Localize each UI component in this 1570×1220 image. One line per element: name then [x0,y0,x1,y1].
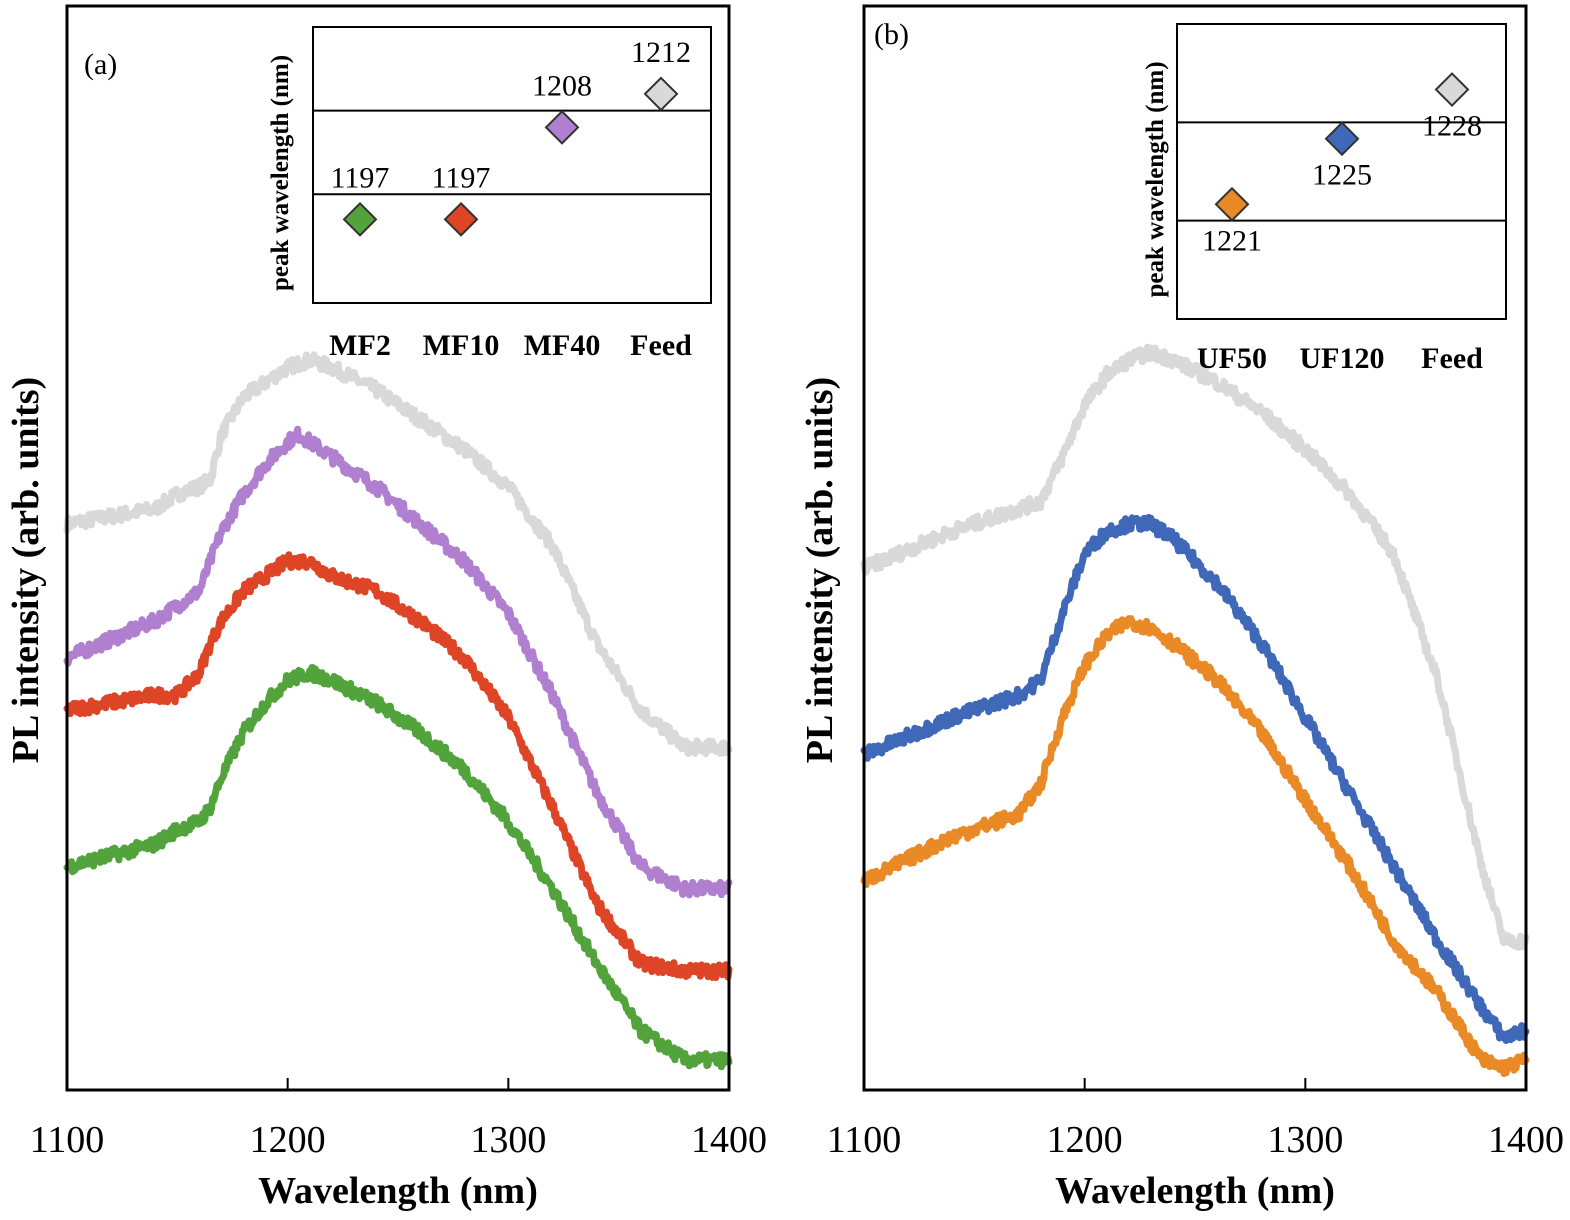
x-tick-label-1100: 1100 [827,1119,902,1161]
series-line-mf40 [63,425,733,899]
inset-marker-mf2 [342,201,378,237]
series-line-mf2 [63,664,733,1071]
panel-b: 1100 1200 1300 1400 Wavelength (nm) PL intens… [799,4,1564,1212]
inset-marker-feed [643,76,679,112]
inset-category-label-feed: Feed [1421,342,1483,375]
inset-category-label-uf120: UF120 [1300,342,1385,375]
inset-category-label-mf10: MF10 [423,329,500,362]
inset-marker-uf120 [1324,121,1360,157]
inset-value-label-uf120: 1225 [1312,159,1372,192]
inset-y-axis-label: peak wavelength (nm) [267,55,294,291]
inset-value-label-feed: 1228 [1422,110,1482,143]
x-tick-label-1100: 1100 [30,1119,105,1161]
inset-category-label-uf50: UF50 [1197,342,1267,375]
x-axis-label: Wavelength (nm) [1055,1170,1335,1212]
inset: peak wavelength (nm) 1197 MF2 1197 MF10 1208 M… [267,26,712,362]
inset-marker-uf50 [1214,186,1250,222]
x-tick-label-1200: 1200 [1047,1119,1123,1161]
series-line-feed [63,351,733,758]
series-line-uf50 [860,615,1530,1077]
inset-value-label-mf2: 1197 [331,161,390,194]
inset-marker-feed [1434,72,1470,107]
series-uf120 [860,513,1530,1044]
series-mf2 [63,664,733,1071]
inset-value-label-uf50: 1221 [1202,224,1262,257]
x-tick-label-1300: 1300 [470,1119,546,1161]
series-line-feed [860,343,1530,951]
series-feed [860,343,1530,951]
x-tick-label-1200: 1200 [250,1119,326,1161]
series-uf50 [860,615,1530,1077]
inset-value-label-mf10: 1197 [432,161,491,194]
plot-frame [862,4,1528,1092]
series-line-uf120 [860,513,1530,1044]
inset-y-axis-label: peak wavelength (nm) [1142,61,1169,297]
inset-category-label-mf40: MF40 [524,329,601,362]
panel-label: (b) [874,18,909,51]
panel-label: (a) [84,48,117,81]
x-tick-label-1300: 1300 [1267,1119,1343,1161]
series-feed [63,351,733,758]
x-axis-label: Wavelength (nm) [258,1170,538,1212]
inset: peak wavelength (nm) 1221 UF50 1225 UF120 122… [1142,23,1507,375]
x-tick-label-1400: 1400 [691,1119,767,1161]
series-mf40 [63,425,733,899]
inset-frame [312,26,712,304]
inset-value-label-mf40: 1208 [532,69,592,102]
series-mf10 [63,551,733,981]
inset-category-label-feed: Feed [630,329,692,362]
x-tick-label-1400: 1400 [1488,1119,1564,1161]
inset-value-label-feed: 1212 [631,36,691,69]
inset-marker-mf40 [544,109,580,145]
y-axis-label: PL intensity (arb. units) [799,377,841,763]
inset-marker-mf10 [443,201,479,237]
series-line-mf10 [63,551,733,981]
plot-frame [65,4,731,1092]
y-axis-label: PL intensity (arb. units) [5,377,47,763]
inset-category-label-mf2: MF2 [329,329,391,362]
panel-a: 1100 1200 1300 1400 Wavelength (nm) PL intens… [5,4,767,1212]
